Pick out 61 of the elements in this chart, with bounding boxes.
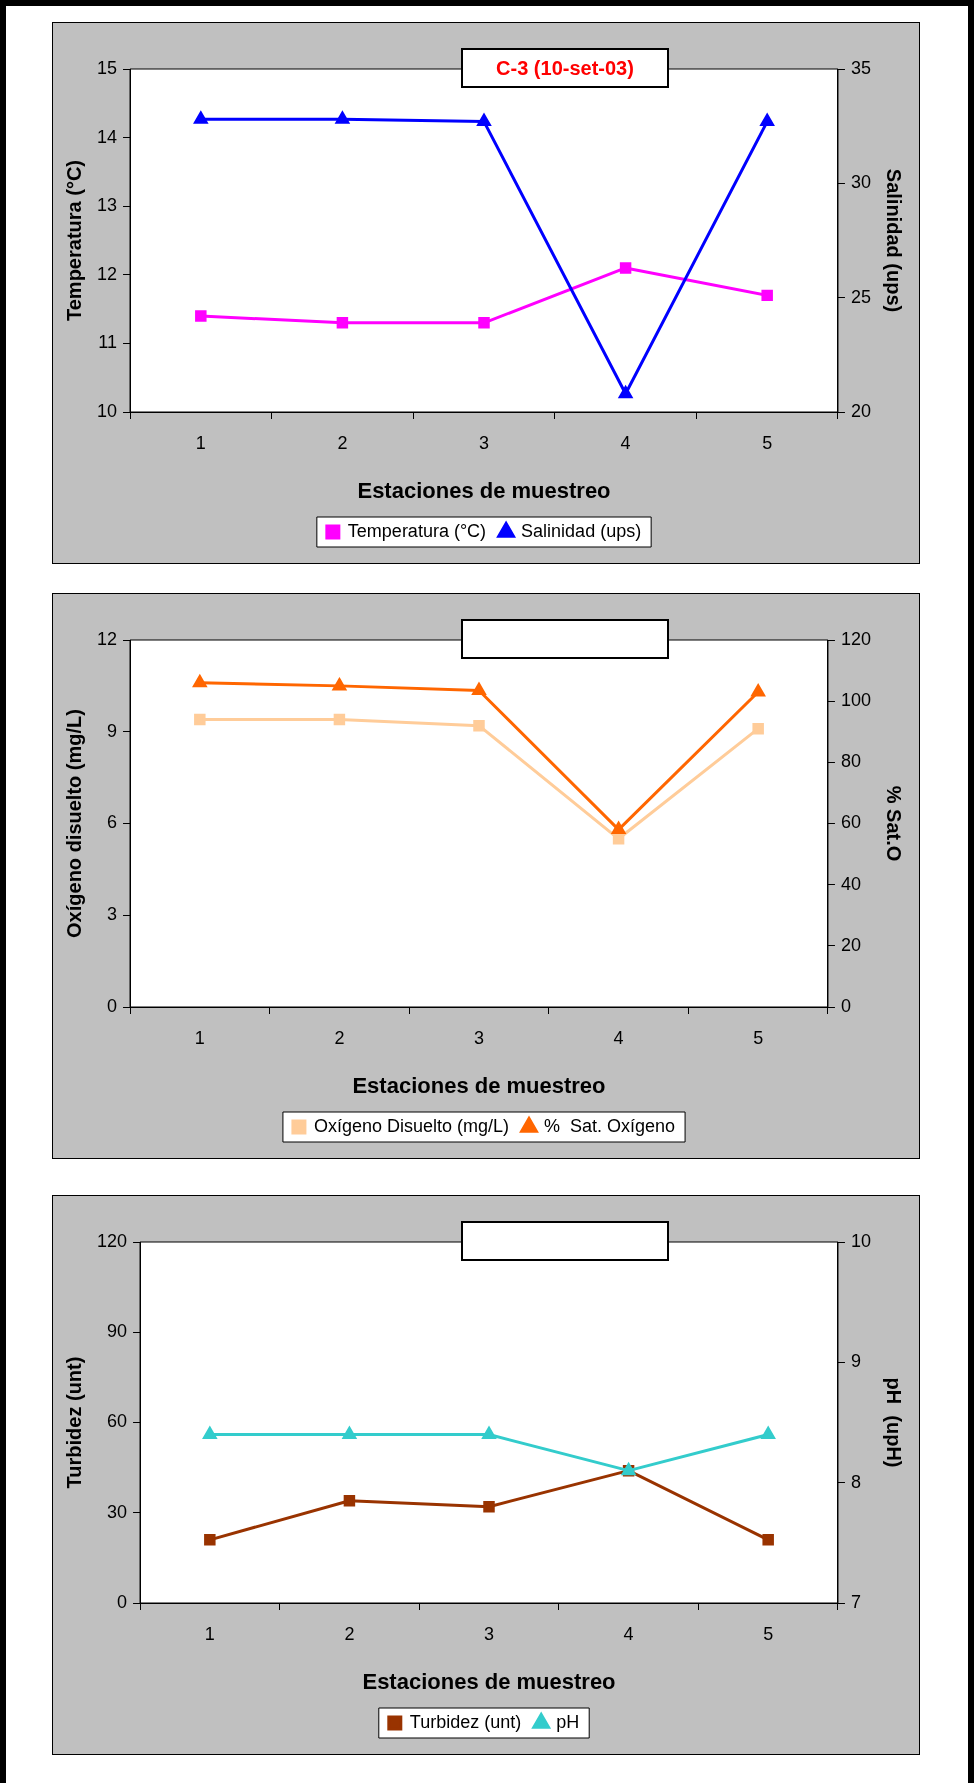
x-tick-label: 5 — [762, 432, 773, 453]
x-tick-label: 1 — [195, 432, 206, 453]
x-tick-label: 1 — [204, 1623, 215, 1644]
y-tick-label: 0 — [117, 1591, 128, 1612]
x-tick-label: 2 — [337, 432, 348, 453]
y2-axis-title: pH (upH) — [883, 1377, 906, 1468]
x-axis-title: Estaciones de muestreo — [352, 1072, 606, 1098]
y-tick-label: 120 — [96, 1230, 128, 1251]
y-tick-label: 14 — [96, 126, 118, 147]
y-tick-label: 60 — [107, 1411, 128, 1432]
x-tick-label: 4 — [623, 1623, 634, 1644]
x-tick-label: 1 — [194, 1027, 205, 1048]
y2-tick-label: 0 — [840, 995, 851, 1016]
y-tick-label: 9 — [107, 720, 118, 741]
y2-axis-title: Salinidad (ups) — [883, 168, 906, 313]
x-tick-label: 3 — [484, 1623, 495, 1644]
legend-label: Turbidez (unt) — [409, 1711, 522, 1732]
y-tick-label: 6 — [107, 812, 118, 833]
y2-axis-title: % Sat.O — [883, 785, 906, 862]
x-tick-label: 5 — [763, 1623, 774, 1644]
y2-tick-label: 8 — [850, 1471, 861, 1492]
y2-tick-label: 9 — [850, 1351, 861, 1372]
legend-label: pH — [556, 1711, 580, 1732]
legend-label: % Sat. Oxígeno — [544, 1115, 676, 1136]
y-axis-title: Temperatura (°C) — [62, 160, 85, 321]
y-tick-label: 30 — [107, 1501, 128, 1522]
y2-tick-label: 120 — [840, 628, 872, 649]
y-tick-label: 90 — [107, 1321, 128, 1342]
y2-tick-label: 60 — [840, 812, 861, 833]
x-tick-label: 4 — [620, 432, 631, 453]
y-tick-label: 12 — [96, 628, 118, 649]
legend-label: Salinidad (ups) — [521, 520, 642, 541]
y2-tick-label: 7 — [850, 1591, 861, 1612]
legend-label: Oxígeno Disuelto (mg/L) — [313, 1115, 510, 1136]
y2-tick-label: 80 — [840, 751, 861, 772]
y-tick-label: 3 — [107, 904, 118, 925]
x-tick-label: 2 — [344, 1623, 355, 1644]
y2-tick-label: 40 — [840, 873, 861, 894]
y2-tick-label: 20 — [840, 934, 861, 955]
x-tick-label: 2 — [334, 1027, 345, 1048]
legend-label: Temperatura (°C) — [347, 520, 487, 541]
y-tick-label: 12 — [96, 263, 118, 284]
x-axis-title: Estaciones de muestreo — [357, 477, 611, 503]
y-tick-label: 10 — [96, 400, 118, 421]
x-tick-label: 5 — [753, 1027, 764, 1048]
y2-tick-label: 10 — [850, 1230, 872, 1251]
y2-tick-label: 35 — [850, 57, 872, 78]
y2-tick-label: 100 — [840, 690, 872, 711]
y-axis-title: Oxígeno disuelto (mg/L) — [62, 709, 85, 938]
x-tick-label: 3 — [473, 1027, 484, 1048]
x-tick-label: 4 — [613, 1027, 624, 1048]
x-axis-title: Estaciones de muestreo — [362, 1668, 616, 1694]
y2-tick-label: 30 — [850, 172, 872, 193]
y-tick-label: 13 — [96, 195, 118, 216]
x-tick-label: 3 — [478, 432, 490, 453]
y-tick-label: 11 — [98, 332, 118, 353]
y2-tick-label: 25 — [850, 286, 872, 307]
y-tick-label: 15 — [96, 57, 118, 78]
y2-tick-label: 20 — [850, 400, 872, 421]
y-axis-title: Turbidez (unt) — [62, 1356, 85, 1489]
y-tick-label: 0 — [107, 995, 118, 1016]
